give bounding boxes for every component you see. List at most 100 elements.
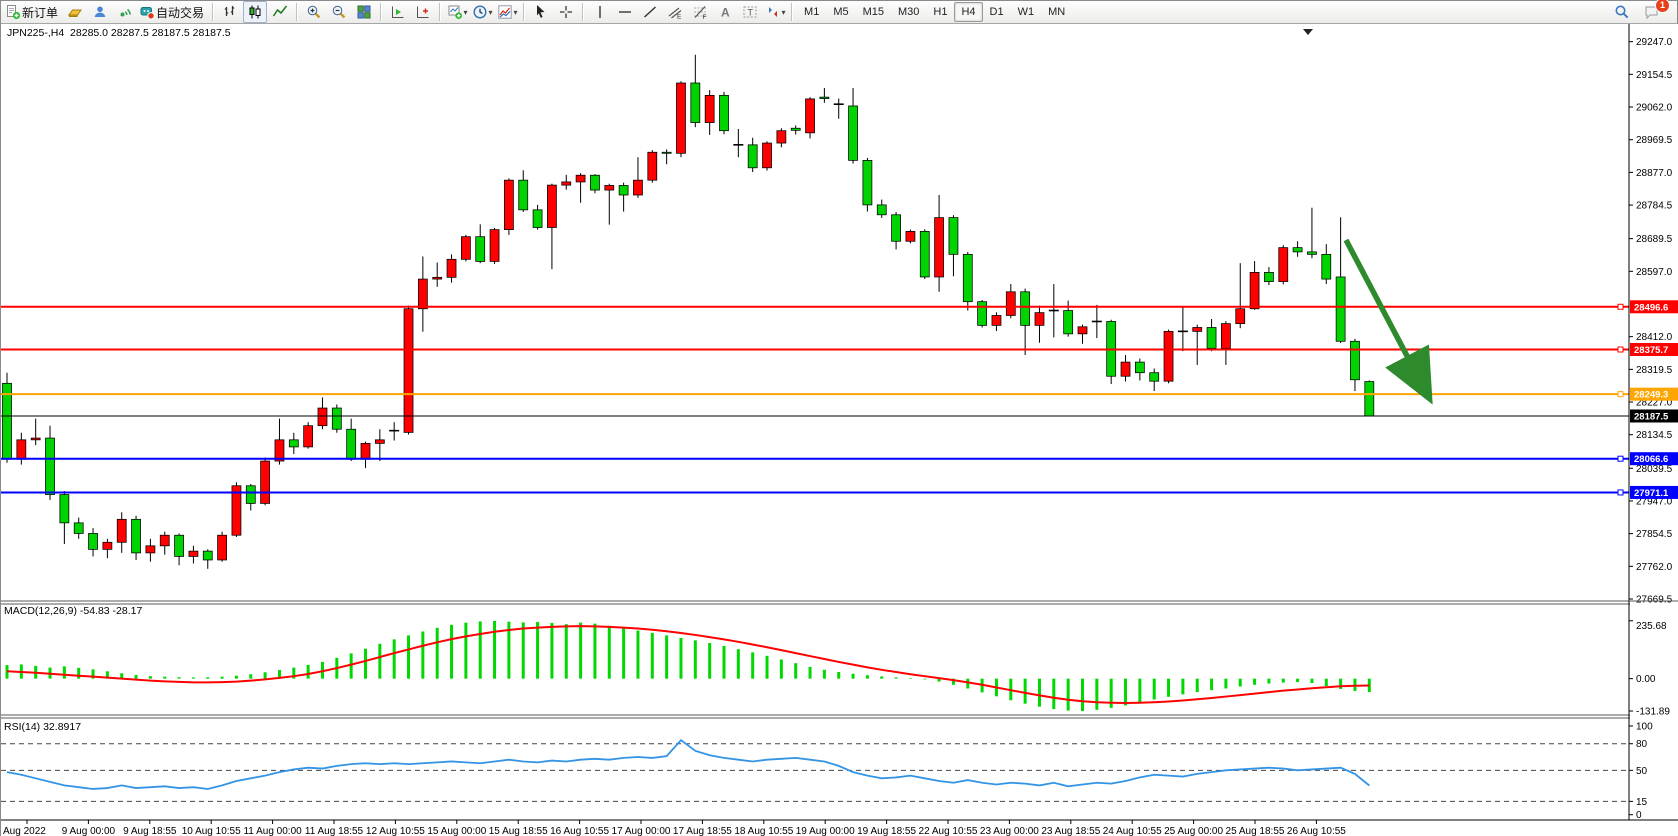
chevron-down-icon[interactable]: ▾ (463, 7, 468, 17)
autotrading-button[interactable]: 自动交易 (138, 1, 208, 23)
new-order-button[interactable]: 新订单 (4, 1, 62, 23)
macd-panel (5, 620, 1371, 712)
chevron-down-icon[interactable]: ▾ (488, 7, 493, 17)
svg-text:28187.5: 28187.5 (1634, 411, 1669, 422)
price-tick-label: 28689.5 (1636, 234, 1673, 245)
autotrading-icon (140, 7, 155, 20)
main-toolbar: 新订单 自动交易 ▾ ▾ ▾ E F A T ▾ M1 M5 M15 M30 H1 H4 D1 W… (1, 0, 1677, 24)
chart-bars-button[interactable] (218, 1, 242, 23)
rsi-tick-label: 80 (1636, 739, 1648, 750)
indicators-icon (497, 5, 512, 19)
timeframe-mn-button[interactable]: MN (1048, 6, 1066, 18)
period-dropdown[interactable]: ▾ (470, 1, 494, 23)
chat-button[interactable]: 1 (1640, 0, 1670, 23)
text-label-button[interactable]: T (738, 1, 762, 23)
neworder-icon (7, 5, 21, 20)
rsi-panel (1, 738, 1629, 802)
time-tick-label: 12 Aug 10:55 (366, 826, 425, 836)
time-tick-label: 11 Aug 00:00 (243, 826, 302, 836)
time-axis[interactable]: Aug 2022 9 Aug 00:00 9 Aug 18:55 10 Aug 10:… (1, 819, 1678, 836)
timeframe-m30-button[interactable]: M30 (898, 6, 920, 18)
timeframe-h1-button[interactable]: H1 (933, 6, 948, 18)
hline-icon (619, 11, 632, 13)
tile-icon (357, 5, 371, 19)
toolbar-separator (791, 3, 794, 21)
auto-scroll-button[interactable] (386, 1, 410, 23)
indicators-dropdown[interactable]: ▾ (495, 1, 519, 23)
price-axis[interactable]: 29247.0 29154.5 29062.0 28969.5 28877.0 28784… (1628, 24, 1678, 821)
chart-candles-button[interactable] (243, 1, 268, 23)
time-tick-label: 23 Aug 18:55 (1041, 826, 1100, 836)
panel-separator[interactable] (1, 714, 1678, 719)
zoom-in-button[interactable] (302, 1, 326, 23)
toolbar-separator (582, 3, 585, 21)
toolbar-separator (296, 3, 299, 21)
price-tick-label: 27947.0 (1636, 496, 1673, 507)
price-tick-label: 27854.5 (1636, 529, 1673, 540)
time-tick-label: 17 Aug 18:55 (673, 826, 732, 836)
svg-text:28249.3: 28249.3 (1634, 390, 1668, 401)
chart-shift-marker[interactable] (1303, 29, 1313, 35)
price-tick-label: 28134.5 (1636, 430, 1673, 441)
zoom-out-button[interactable] (327, 1, 351, 23)
fibonacci-button[interactable]: F (688, 1, 712, 23)
text-button[interactable]: A (713, 1, 737, 23)
chart-line-button[interactable] (268, 1, 292, 23)
time-tick-label: 15 Aug 18:55 (489, 826, 548, 836)
vertical-line-button[interactable] (588, 1, 612, 23)
price-tick-label: 28877.0 (1636, 168, 1673, 179)
svg-text:T: T (748, 8, 754, 18)
timeframe-w1-button[interactable]: W1 (1017, 6, 1035, 18)
linechart-icon (272, 5, 288, 17)
arrows-dropdown[interactable]: ▾ (763, 1, 787, 23)
price-tick-label: 29247.0 (1636, 37, 1673, 48)
chart-shift-button[interactable] (411, 1, 435, 23)
svg-text:28066.6: 28066.6 (1634, 454, 1668, 465)
svg-text:A: A (721, 6, 730, 20)
time-tick-label: 19 Aug 18:55 (857, 826, 916, 836)
toolbar-separator (380, 3, 383, 21)
price-level-tag: 28496.6 (1630, 300, 1678, 314)
timeframe-d1-button[interactable]: D1 (989, 6, 1004, 18)
time-tick-label: 11 Aug 18:55 (305, 826, 364, 836)
price-tick-label: 28039.5 (1636, 464, 1673, 475)
time-tick-label: 9 Aug 00:00 (62, 826, 116, 836)
search-button[interactable] (1610, 1, 1634, 23)
horizontal-line-button[interactable] (613, 1, 637, 23)
svg-text:27971.1: 27971.1 (1634, 488, 1669, 499)
chartshift-icon (417, 6, 429, 18)
tile-windows-button[interactable] (352, 1, 376, 23)
chevron-down-icon[interactable]: ▾ (781, 7, 786, 17)
cursor-icon (537, 5, 545, 18)
search-icon (1615, 5, 1629, 19)
new-chart-dropdown[interactable]: ▾ (445, 1, 469, 23)
down-trend-arrow[interactable] (1343, 238, 1433, 405)
crosshair-button[interactable] (554, 1, 578, 23)
horizontal-level-lines[interactable] (1, 303, 1629, 496)
timeframe-m15-button[interactable]: M15 (862, 6, 884, 18)
timeframe-m5-button[interactable]: M5 (833, 6, 849, 18)
panel-separator[interactable] (1, 600, 1678, 605)
price-tick-label: 28969.5 (1636, 135, 1673, 146)
community-icon (94, 6, 106, 17)
price-level-tag: 27971.1 (1630, 485, 1678, 499)
trendline-button[interactable] (638, 1, 662, 23)
chart-canvas[interactable]: JPN225-,H4 28285.0 28287.5 28187.5 28187… (1, 24, 1678, 836)
new-order-button-label: 新订单 (22, 5, 59, 20)
chevron-down-icon[interactable]: ▾ (513, 7, 518, 17)
zoomout-icon (332, 5, 346, 19)
cursor-button[interactable] (529, 1, 553, 23)
timeframe-h4-button[interactable]: H4 (954, 2, 983, 22)
arrows-icon (768, 7, 777, 17)
timeframe-m1-button[interactable]: M1 (804, 6, 820, 18)
signals-button[interactable] (113, 1, 137, 23)
community-button[interactable] (88, 1, 112, 23)
channel-button[interactable]: E (663, 1, 687, 23)
vline-icon (599, 6, 601, 18)
macd-indicator-label: MACD(12,26,9) -54.83 -28.17 (4, 605, 143, 617)
time-tick-label: 19 Aug 00:00 (796, 826, 855, 836)
price-tick-label: 28412.0 (1636, 332, 1673, 343)
notification-badge: 1 (1655, 0, 1670, 13)
crosshair-icon (560, 6, 573, 18)
gold-icon-button[interactable] (63, 1, 87, 23)
